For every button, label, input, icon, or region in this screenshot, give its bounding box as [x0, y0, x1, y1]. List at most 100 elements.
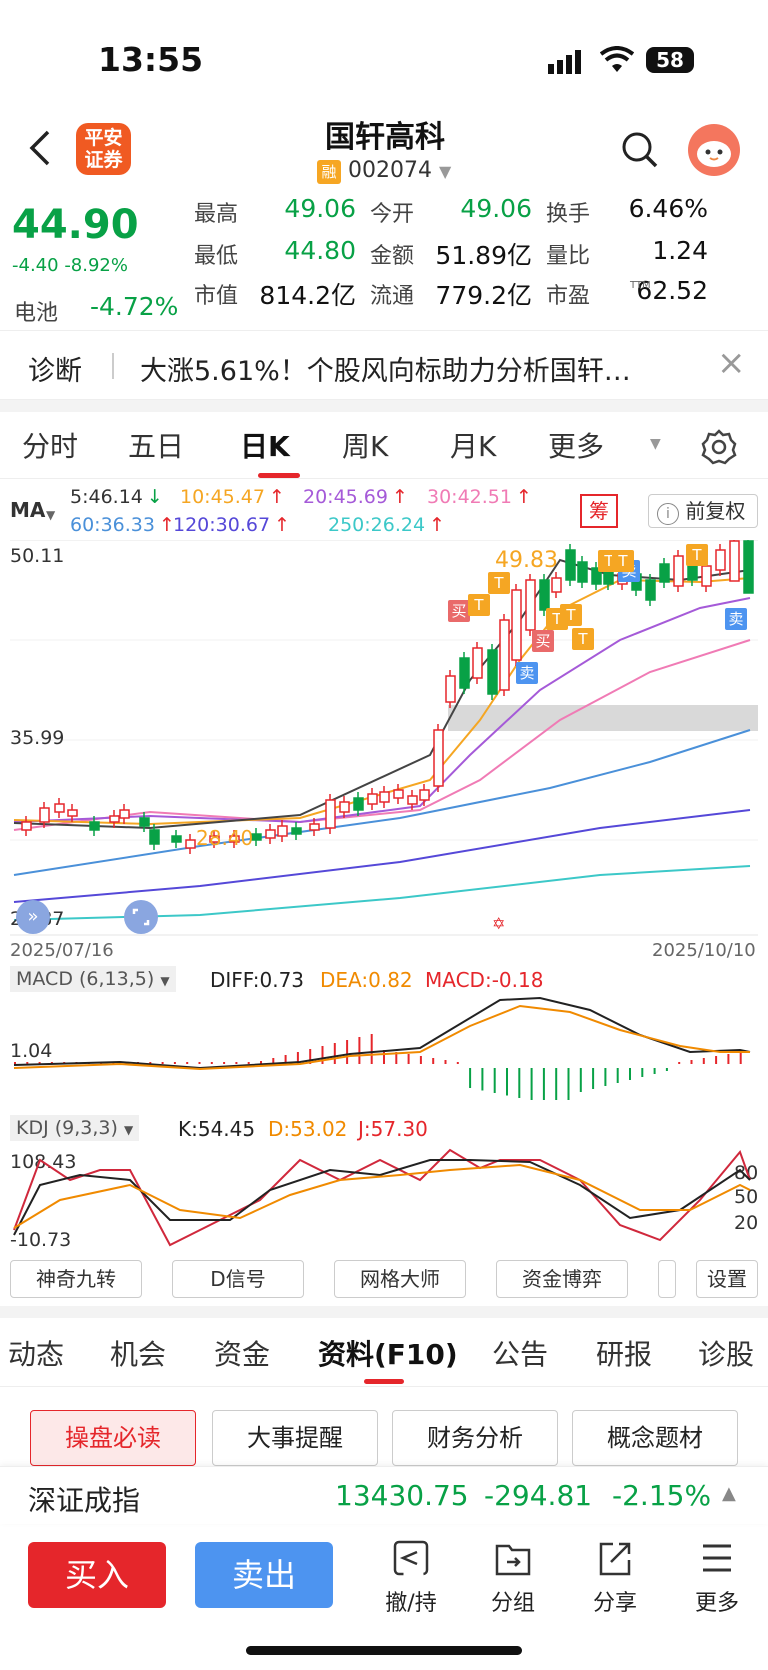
- chevron-up-icon[interactable]: ▲: [722, 1483, 736, 1504]
- macd-bar: [481, 1068, 484, 1091]
- avatar[interactable]: [688, 124, 740, 176]
- tool-button[interactable]: 网格大师: [334, 1260, 466, 1298]
- kline-chart[interactable]: [0, 540, 768, 940]
- ma-legend-item: 5:46.14 ↓: [70, 486, 163, 508]
- buy-button[interactable]: 买入: [28, 1542, 166, 1608]
- sell-marker-icon[interactable]: 卖: [725, 608, 747, 630]
- t-marker-icon[interactable]: T: [686, 544, 708, 566]
- trend-arrow-icon: ↑: [158, 514, 175, 536]
- adjust-button[interactable]: i 前复权: [648, 494, 758, 528]
- tab-period[interactable]: 周K: [342, 430, 389, 463]
- sell-marker-icon[interactable]: 卖: [516, 662, 538, 684]
- index-value: 13430.75: [335, 1479, 469, 1512]
- macd-bar: [456, 1062, 459, 1064]
- gear-icon[interactable]: [700, 428, 738, 470]
- t-marker-icon[interactable]: T: [468, 594, 490, 616]
- candle: [139, 817, 150, 827]
- stat-value: 779.2亿: [435, 281, 532, 310]
- action-label[interactable]: 更多: [694, 1591, 739, 1616]
- diff-line: [13, 996, 751, 1070]
- candle: [309, 823, 320, 831]
- tab-info[interactable]: 动态: [8, 1338, 65, 1371]
- tab-period[interactable]: 分时: [22, 430, 79, 463]
- subtab-f10[interactable]: 大事提醒: [212, 1410, 378, 1466]
- broker-logo[interactable]: 平安 证券: [76, 123, 131, 175]
- tool-button[interactable]: 资金博弈: [496, 1260, 628, 1298]
- kdj-d: D:53.02: [268, 1117, 348, 1141]
- ma-value: 250:26.24: [328, 514, 426, 536]
- subtab-f10[interactable]: 概念题材: [572, 1410, 738, 1466]
- kdj-ref-20: 20: [734, 1212, 759, 1234]
- macd-bar: [739, 1052, 742, 1064]
- tab-info[interactable]: 机会: [110, 1338, 167, 1371]
- dea-line: [13, 1004, 750, 1071]
- t-marker-icon[interactable]: T: [572, 628, 594, 650]
- macd-bar: [616, 1068, 619, 1083]
- action-label[interactable]: 撤/持: [385, 1591, 437, 1616]
- action-label[interactable]: 分组: [490, 1591, 535, 1616]
- more-icon[interactable]: [697, 1538, 737, 1578]
- subtab-f10[interactable]: 财务分析: [392, 1410, 558, 1466]
- macd-bar: [604, 1068, 607, 1086]
- macd-chart[interactable]: [0, 990, 768, 1100]
- search-icon[interactable]: [620, 130, 660, 170]
- tab-period[interactable]: 日K: [240, 430, 290, 463]
- tab-info[interactable]: 研报: [596, 1338, 653, 1371]
- expand-icon[interactable]: »: [16, 900, 50, 934]
- back-button[interactable]: [26, 128, 56, 168]
- candle: [265, 829, 276, 839]
- macd-dea: DEA:0.82: [320, 968, 413, 992]
- group-icon[interactable]: [493, 1538, 533, 1578]
- ttm-label: TTM: [630, 280, 651, 291]
- macd-selector[interactable]: MACD (6,13,5) ▼: [10, 966, 176, 992]
- max-price-label: 49.83: [495, 548, 558, 573]
- fullscreen-icon[interactable]: [124, 900, 158, 934]
- ma-legend-item: 20:45.69 ↑: [303, 486, 408, 508]
- divider: [0, 400, 768, 412]
- macd-bar: [260, 1061, 262, 1064]
- stock-code[interactable]: 002074 ▼: [348, 158, 451, 183]
- chevron-down-icon: ▼: [123, 1123, 134, 1137]
- change-pct: -8.92%: [64, 255, 128, 276]
- tool-button[interactable]: [658, 1260, 676, 1298]
- home-indicator[interactable]: [246, 1646, 522, 1655]
- tab-info[interactable]: 公告: [492, 1338, 549, 1371]
- buy-marker-icon[interactable]: 买: [532, 630, 554, 652]
- t-marker-icon[interactable]: T: [560, 604, 582, 626]
- tool-button[interactable]: 神奇九转: [10, 1260, 142, 1298]
- chip-button[interactable]: 筹: [580, 494, 618, 528]
- tool-button[interactable]: D信号: [172, 1260, 304, 1298]
- macd-bar: [370, 1034, 373, 1064]
- macd-bar: [161, 1062, 164, 1064]
- kdj-chart[interactable]: [0, 1140, 768, 1255]
- kdj-selector[interactable]: KDJ (9,3,3) ▼: [10, 1115, 140, 1141]
- subtab-f10[interactable]: 操盘必读: [30, 1410, 196, 1466]
- chevron-down-icon[interactable]: ▼: [650, 436, 661, 452]
- t-marker-icon[interactable]: T: [488, 572, 510, 594]
- tab-period[interactable]: 五日: [128, 430, 185, 463]
- t-marker-icon[interactable]: T: [612, 550, 634, 572]
- chevron-down-icon[interactable]: ▼: [46, 508, 56, 522]
- sell-button[interactable]: 卖出: [195, 1542, 333, 1608]
- stat-label: 量比: [546, 244, 591, 269]
- action-label[interactable]: 分享: [592, 1591, 637, 1616]
- index-bar[interactable]: 深证成指 13430.75 -294.81 -2.15% ▲: [0, 1466, 768, 1524]
- tab-info[interactable]: 诊股: [698, 1338, 755, 1371]
- share-icon[interactable]: [595, 1538, 635, 1578]
- tab-period[interactable]: 更多: [548, 430, 605, 463]
- event-icon[interactable]: ✡: [492, 914, 506, 933]
- macd-bar: [715, 1056, 718, 1064]
- close-icon[interactable]: ×: [717, 343, 746, 383]
- macd-bar: [26, 1062, 29, 1064]
- tab-period[interactable]: 月K: [450, 430, 497, 463]
- cancel-hold-icon[interactable]: [391, 1538, 431, 1578]
- tab-info[interactable]: 资料(F10): [318, 1338, 458, 1371]
- candle: [171, 835, 182, 843]
- buy-marker-icon[interactable]: 买: [448, 600, 470, 622]
- macd-bar: [296, 1052, 299, 1064]
- tab-info[interactable]: 资金: [214, 1338, 271, 1371]
- index-name: 深证成指: [28, 1484, 141, 1517]
- candle: [539, 579, 550, 611]
- news-banner[interactable]: 诊断 大涨5.61%！个股风向标助力分析国轩… ×: [0, 330, 768, 400]
- tool-button[interactable]: 设置: [696, 1260, 758, 1298]
